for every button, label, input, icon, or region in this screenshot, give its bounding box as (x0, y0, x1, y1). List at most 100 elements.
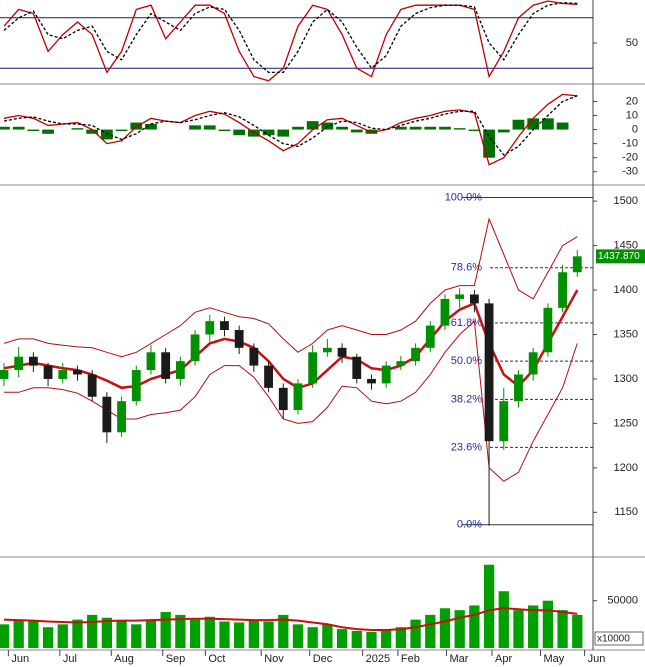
series-line (3, 289, 579, 390)
volume-bar (0, 624, 10, 648)
histogram-bar (189, 125, 201, 130)
histogram-bar (468, 129, 481, 131)
candle-body (543, 307, 553, 353)
y-tick-label: 1500 (614, 195, 638, 207)
volume-bar (557, 610, 568, 648)
y-tick-label: -20 (622, 152, 638, 164)
volume-bar (189, 619, 201, 648)
candle-body (352, 356, 362, 379)
volume-bar (204, 616, 215, 648)
volume-bar (57, 624, 68, 648)
histogram-bar (439, 126, 451, 130)
candle-body (367, 378, 376, 384)
volume-bar (234, 622, 245, 648)
candle-body (87, 374, 97, 397)
histogram-bar (86, 129, 99, 134)
volume-bar (292, 624, 304, 648)
y-tick-label: 1150 (614, 506, 638, 518)
fib-label: 100.0% (445, 191, 483, 203)
candle-body (146, 352, 156, 371)
fib-label: 38.2% (451, 393, 482, 405)
candle-body (43, 365, 53, 379)
volume-bar (42, 627, 54, 648)
candle-body (190, 334, 200, 362)
histogram-bar (203, 125, 216, 130)
histogram-bar (424, 126, 437, 130)
series-line (4, 320, 578, 482)
volume-bar (278, 614, 289, 648)
histogram-bar (262, 129, 275, 136)
last-price-box (596, 249, 645, 264)
volume-bar (351, 630, 362, 648)
candle-body (528, 352, 538, 375)
candle-body (572, 256, 582, 273)
y-tick-label: 0 (632, 123, 638, 135)
x-tick-label: Sep (166, 653, 186, 665)
candle-body (278, 387, 288, 411)
candle-body (14, 356, 24, 371)
x-tick-label: Jun (588, 653, 606, 665)
volume-bar (572, 614, 583, 648)
histogram-bar (350, 129, 363, 133)
histogram-bar (42, 129, 54, 134)
volume-bar (13, 619, 24, 648)
volume-bar (528, 605, 539, 648)
candle-body (322, 347, 332, 353)
x-tick-label: Oct (208, 653, 225, 665)
volume-bar (366, 631, 377, 648)
histogram-bar (409, 126, 422, 130)
x-tick-label: Aug (114, 653, 134, 665)
y-tick-label: 1400 (614, 284, 638, 296)
candle-body (396, 361, 406, 366)
unit-label: x10000 (597, 634, 630, 645)
histogram-bar (27, 129, 40, 131)
y-tick-label: 1300 (614, 373, 638, 385)
y-tick-label: 10 (626, 109, 638, 121)
candle-body (411, 347, 420, 362)
volume-bar (381, 629, 392, 648)
volume-bar (439, 608, 451, 648)
volume-bar (72, 619, 83, 648)
candle-body (440, 298, 450, 326)
histogram-bar (218, 129, 231, 131)
volume-bar (175, 614, 186, 648)
fib-label: 78.6% (451, 262, 482, 274)
candle-body (28, 356, 38, 366)
last-price-label: 1437.870 (598, 251, 640, 262)
series-line (3, 217, 578, 358)
histogram-bar (0, 126, 10, 130)
volume-bar (498, 591, 509, 648)
candle-body (0, 370, 9, 379)
x-tick-label: Mar (449, 653, 468, 665)
candle-body (205, 321, 215, 335)
volume-bar (131, 624, 142, 648)
series-line (3, 607, 578, 631)
histogram-bar (277, 129, 290, 137)
histogram-bar (512, 119, 525, 130)
candle-body (425, 325, 435, 348)
candle-body (131, 370, 141, 402)
candle-body (381, 365, 391, 384)
x-tick-label: Dec (313, 653, 333, 665)
histogram-bar (115, 129, 128, 131)
series-line (3, 2, 578, 74)
histogram-bar (483, 129, 495, 158)
candle-body (234, 330, 244, 348)
y-tick-label: 50 (626, 37, 638, 49)
y-tick-label: 20 (626, 95, 638, 107)
volume-bar (160, 612, 171, 648)
volume-bar (542, 600, 554, 648)
histogram-bar (556, 122, 569, 130)
x-tick-label: Feb (401, 653, 420, 665)
x-tick-label: Jul (63, 653, 77, 665)
candle-body (175, 361, 185, 379)
y-tick-label: 1450 (614, 239, 638, 251)
volume-bar (513, 610, 524, 648)
volume-bar (87, 614, 98, 648)
unit-box (594, 631, 644, 646)
volume-bar (322, 624, 333, 648)
candle-body (117, 401, 126, 433)
candle-body (249, 347, 259, 366)
candle-body (58, 370, 68, 379)
